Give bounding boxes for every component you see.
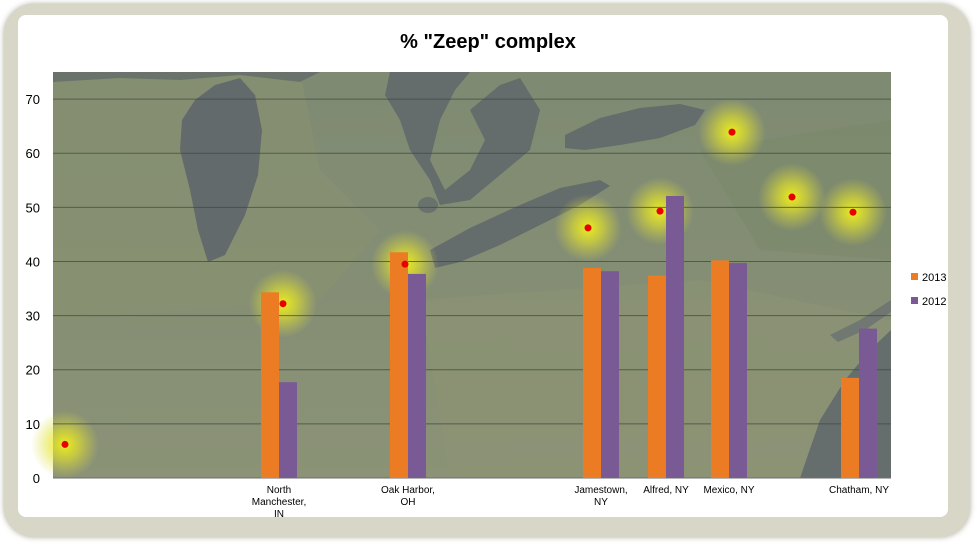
bar-2012-1 (408, 273, 426, 478)
bar-2013-0 (261, 292, 279, 478)
legend-label-2012: 2012 (922, 296, 946, 308)
site-marker (788, 193, 796, 201)
y-tick-label: 40 (26, 254, 40, 269)
bar-2013-3 (648, 275, 666, 478)
site-marker (849, 208, 857, 216)
site-markers (61, 128, 857, 448)
x-tick-label: Alfred, NY (643, 485, 689, 496)
y-tick-label: 60 (26, 146, 40, 161)
x-tick-label: Chatham, NY (829, 485, 889, 496)
bars (261, 195, 877, 478)
bar-2012-0 (279, 382, 297, 478)
x-tick-label: Jamestown, NY (574, 485, 627, 508)
bar-2013-5 (841, 377, 859, 478)
gridlines (53, 98, 891, 425)
site-marker (656, 207, 664, 215)
site-marker (401, 260, 409, 268)
y-tick-label: 20 (26, 363, 40, 378)
site-marker (728, 128, 736, 136)
legend-swatch-2012 (911, 297, 918, 304)
y-tick-label: 30 (26, 309, 40, 324)
legend-label-2013: 2013 (922, 272, 946, 284)
bar-2013-4 (711, 260, 729, 478)
bar-2012-4 (729, 263, 747, 478)
bar-2012-3 (666, 195, 684, 478)
x-tick-label: Mexico, NY (703, 485, 754, 496)
x-axis: North Manchester, IN Oak Harbor, OH Jamestown… (252, 485, 890, 520)
legend: 2013 2012 (911, 272, 946, 308)
bar-2012-5 (859, 328, 877, 478)
site-marker (279, 300, 287, 308)
y-tick-label: 0 (33, 471, 40, 486)
y-tick-label: 10 (26, 417, 40, 432)
chart-title: % "Zeep" complex (400, 31, 576, 53)
site-marker (61, 440, 69, 448)
legend-swatch-2013 (911, 273, 918, 280)
bar-2012-2 (601, 271, 619, 478)
site-marker (584, 224, 592, 232)
x-tick-label: Oak Harbor, OH (381, 485, 435, 508)
x-tick-label: North Manchester, IN (252, 485, 306, 520)
y-axis: 0 10 20 30 40 50 60 70 (26, 92, 891, 486)
y-tick-label: 70 (26, 92, 40, 107)
bar-2013-1 (390, 252, 408, 478)
y-tick-label: 50 (26, 200, 40, 215)
bar-2013-2 (583, 267, 601, 478)
